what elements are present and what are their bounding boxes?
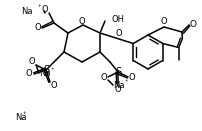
Text: ⁺: ⁺ xyxy=(124,80,128,86)
Text: O: O xyxy=(26,70,32,78)
Text: O: O xyxy=(129,72,135,81)
Text: Na: Na xyxy=(15,113,26,122)
Text: Na: Na xyxy=(113,81,125,91)
Text: ⁺: ⁺ xyxy=(22,112,26,118)
Text: OH: OH xyxy=(112,15,125,24)
Text: O: O xyxy=(115,84,121,94)
Text: S: S xyxy=(43,65,49,75)
Text: O: O xyxy=(29,58,35,67)
Text: ⁺: ⁺ xyxy=(37,5,41,11)
Text: Na: Na xyxy=(21,7,33,15)
Text: Na: Na xyxy=(39,70,51,78)
Text: O: O xyxy=(42,6,48,15)
Text: O: O xyxy=(101,72,107,81)
Text: O: O xyxy=(51,81,57,89)
Text: S: S xyxy=(115,67,121,77)
Text: ⁺: ⁺ xyxy=(50,68,54,74)
Text: O: O xyxy=(161,18,167,26)
Text: O: O xyxy=(35,23,41,32)
Text: O: O xyxy=(189,20,197,29)
Text: O: O xyxy=(115,29,122,38)
Text: O: O xyxy=(79,17,85,26)
